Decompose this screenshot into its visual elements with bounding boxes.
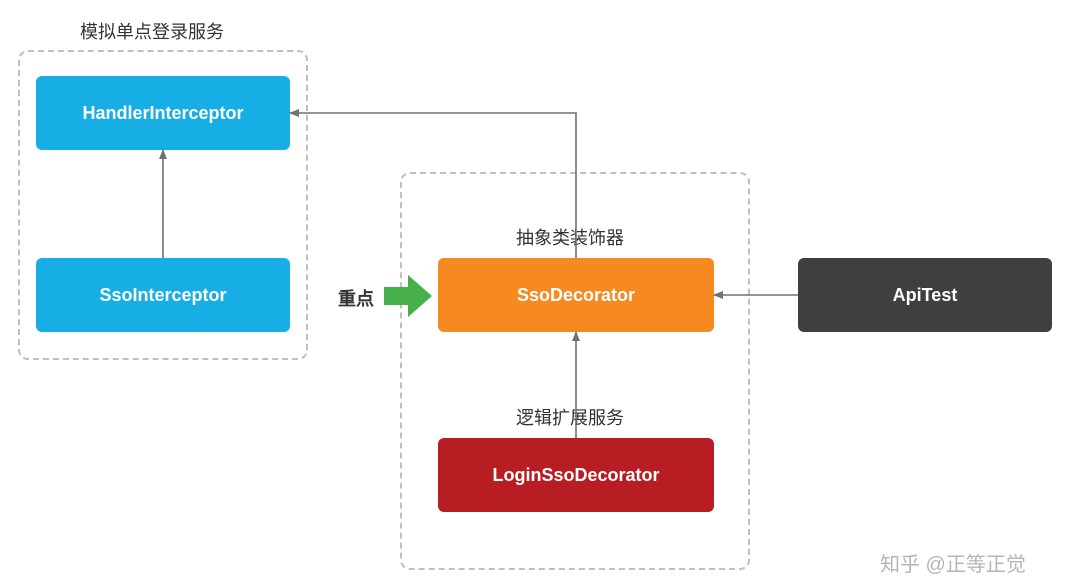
node-label: SsoInterceptor	[99, 285, 226, 306]
node-api-test: ApiTest	[798, 258, 1052, 332]
node-sso-decorator: SsoDecorator	[438, 258, 714, 332]
node-label: HandlerInterceptor	[82, 103, 243, 124]
highlight-label: 重点	[338, 285, 374, 311]
node-login-sso-decorator: LoginSsoDecorator	[438, 438, 714, 512]
group-sso-login-label: 模拟单点登录服务	[80, 18, 224, 44]
watermark-text: 知乎 @正等正觉	[880, 548, 1026, 577]
node-handler-interceptor: HandlerInterceptor	[36, 76, 290, 150]
label-abstract-decorator: 抽象类装饰器	[516, 224, 624, 250]
label-logic-extend: 逻辑扩展服务	[516, 404, 624, 430]
node-label: ApiTest	[893, 285, 958, 306]
node-sso-interceptor: SsoInterceptor	[36, 258, 290, 332]
node-label: LoginSsoDecorator	[492, 465, 659, 486]
node-label: SsoDecorator	[517, 285, 635, 306]
highlight-arrow-icon	[384, 275, 432, 317]
